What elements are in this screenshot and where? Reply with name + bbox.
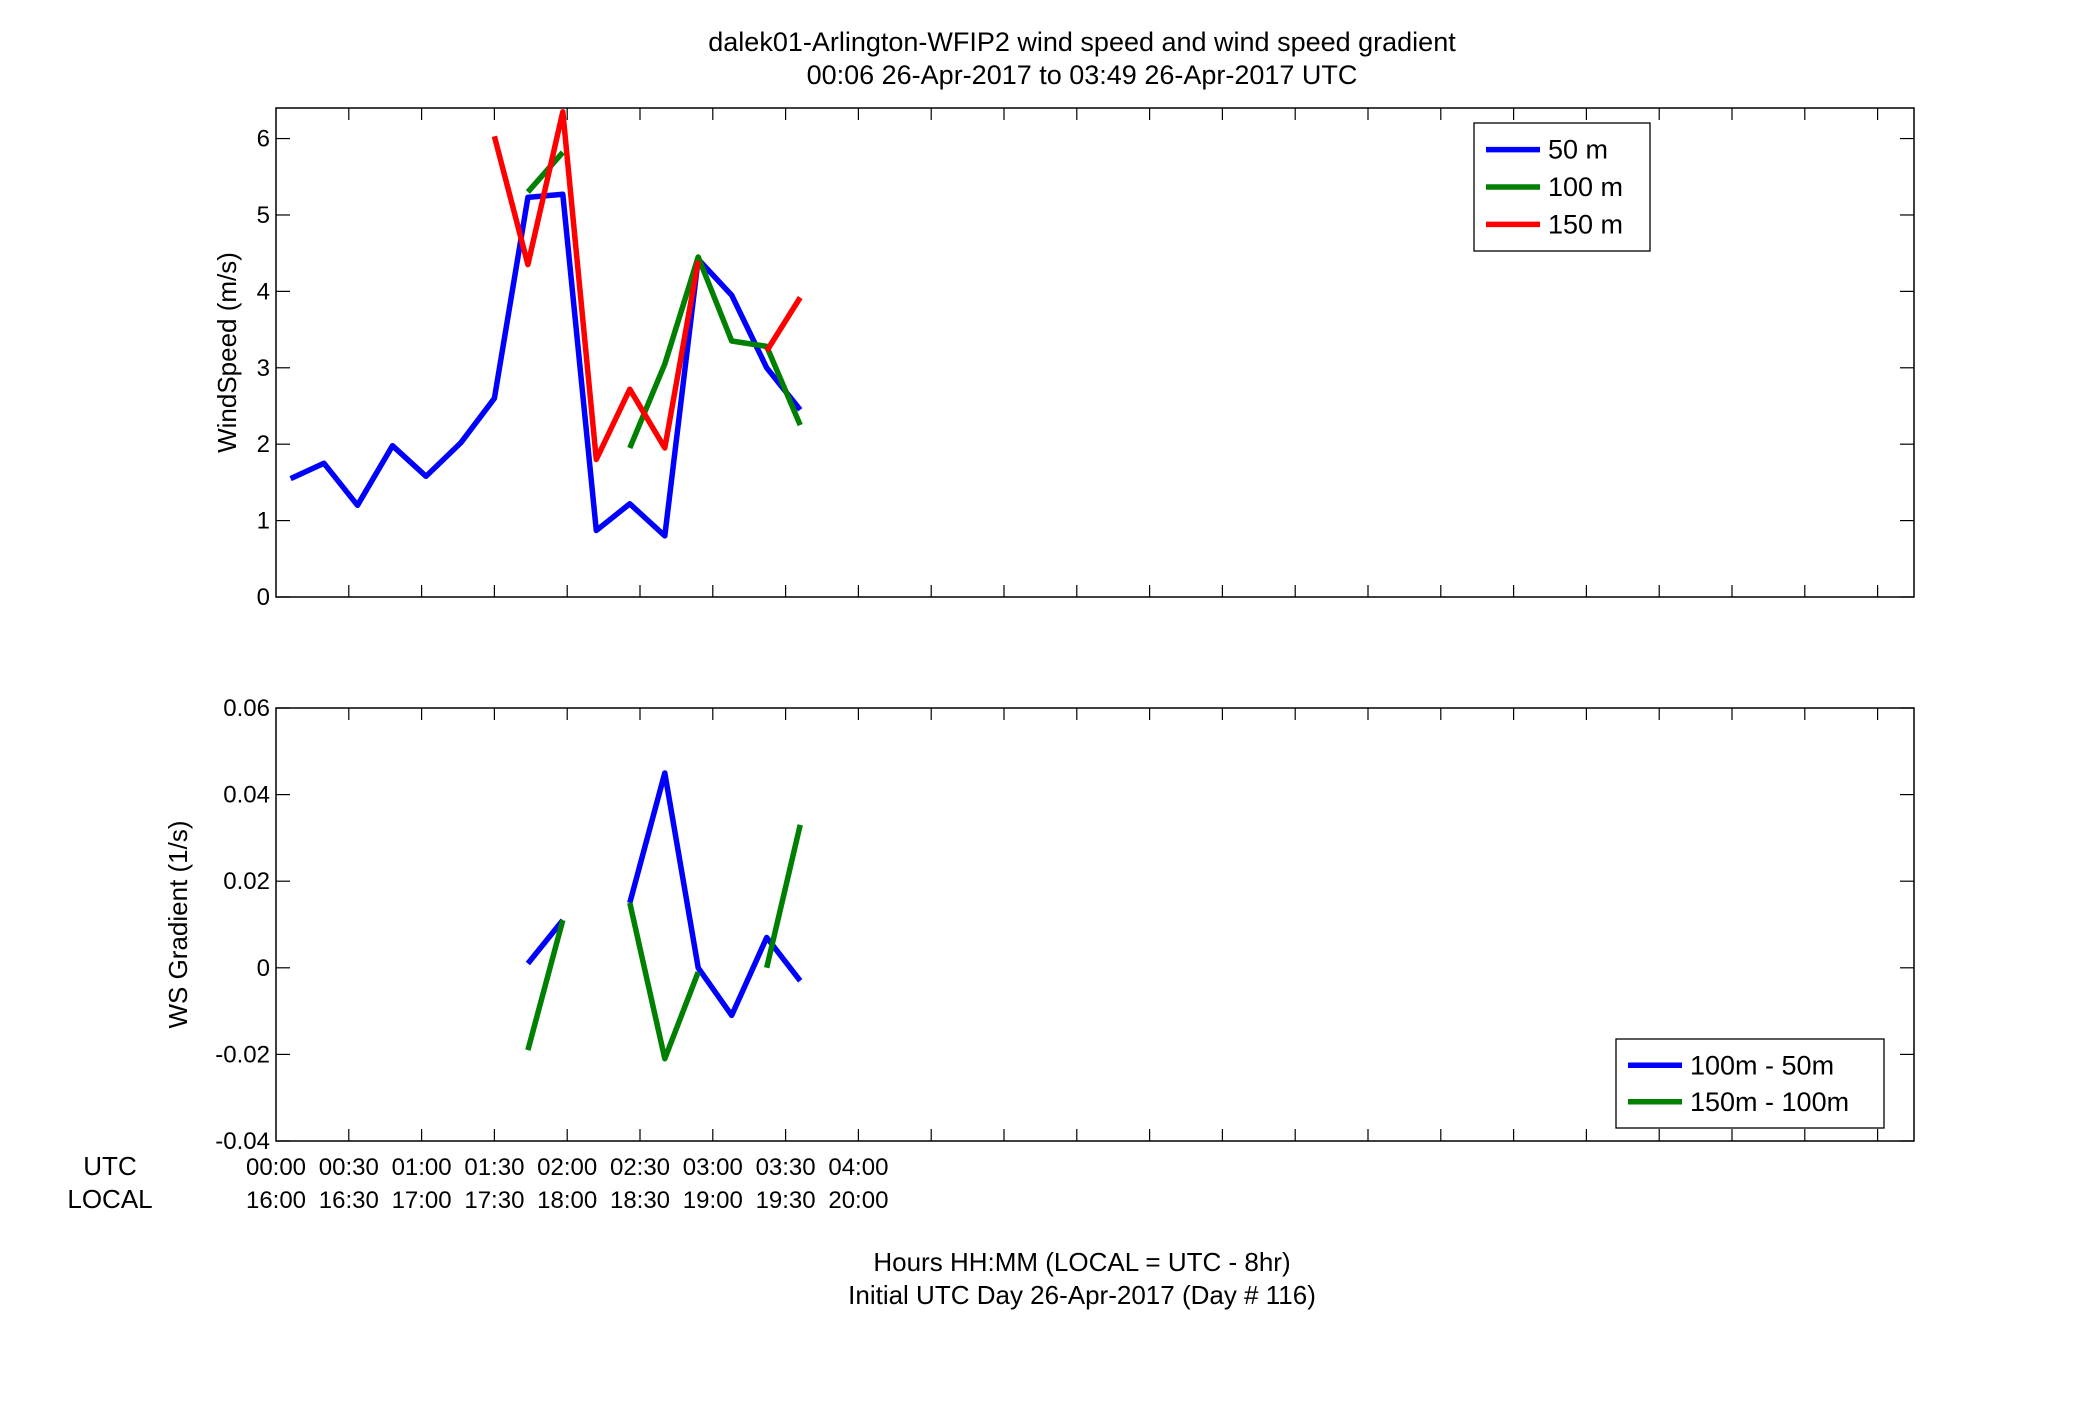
windspeed-panel: 0 1 2 3 4 5 6 WindSpeed (m/s) 50 m 100 m 150 m xyxy=(212,107,1915,611)
plot-frame xyxy=(275,707,1915,1142)
chart-title-line1: dalek01-Arlington-WFIP2 wind speed and w… xyxy=(708,27,1456,57)
y-tick-label: 2 xyxy=(257,431,270,458)
utc-tick-label: 02:30 xyxy=(610,1154,670,1181)
y-tick-label: 0 xyxy=(257,955,270,982)
utc-tick-label: 01:00 xyxy=(392,1154,452,1181)
utc-tick-label: 03:00 xyxy=(683,1154,743,1181)
local-tick-label: 18:00 xyxy=(537,1187,597,1214)
series-line xyxy=(491,109,701,463)
y-tick-label: 0 xyxy=(257,584,270,611)
series-line xyxy=(627,902,701,1062)
local-tick-label: 17:00 xyxy=(392,1187,452,1214)
series-line xyxy=(627,254,803,450)
y-tick-label: 1 xyxy=(257,508,270,535)
chart-title-line2: 00:06 26-Apr-2017 to 03:49 26-Apr-2017 U… xyxy=(807,60,1358,90)
time-tick-labels: 00:00 00:30 01:00 01:30 02:00 02:30 03:00 03:30… xyxy=(246,1154,888,1214)
gradient-panel: -0.04 -0.02 0 0.02 0.04 0.06 WS Gradient (1/s)… xyxy=(163,695,1915,1155)
y-tick-label: 5 xyxy=(257,202,270,229)
local-tick-label: 17:30 xyxy=(464,1187,524,1214)
y-tick-label: 0.04 xyxy=(223,782,270,809)
local-tick-label: 16:00 xyxy=(246,1187,306,1214)
x-axis-label-line1: Hours HH:MM (LOCAL = UTC - 8hr) xyxy=(873,1247,1290,1277)
utc-tick-label: 03:30 xyxy=(756,1154,816,1181)
local-row-label: LOCAL xyxy=(67,1184,152,1214)
series-line xyxy=(764,296,803,353)
y-axis-label: WindSpeed (m/s) xyxy=(212,252,242,453)
y-tick-label: 6 xyxy=(257,126,270,153)
plot-frame xyxy=(275,107,1915,598)
legend-label: 50 m xyxy=(1548,135,1608,165)
y-tick-label: -0.04 xyxy=(215,1128,270,1155)
local-tick-label: 18:30 xyxy=(610,1187,670,1214)
y-axis-label: WS Gradient (1/s) xyxy=(163,820,193,1028)
series-line xyxy=(525,918,565,966)
legend-label: 100 m xyxy=(1548,172,1623,202)
series-line xyxy=(525,919,566,1051)
series-line xyxy=(764,824,803,969)
x-axis-label-line2: Initial UTC Day 26-Apr-2017 (Day # 116) xyxy=(848,1280,1316,1310)
y-tick-label: 4 xyxy=(257,278,270,305)
y-tick-label: 0.02 xyxy=(223,868,270,895)
local-tick-label: 20:00 xyxy=(828,1187,888,1214)
local-tick-label: 19:00 xyxy=(683,1187,743,1214)
local-tick-label: 16:30 xyxy=(319,1187,379,1214)
utc-tick-label: 00:00 xyxy=(246,1154,306,1181)
legend-label: 150m - 100m xyxy=(1690,1087,1849,1117)
utc-tick-label: 01:30 xyxy=(464,1154,524,1181)
y-tick-label: 0.06 xyxy=(223,695,270,722)
utc-tick-label: 00:30 xyxy=(319,1154,379,1181)
series-line xyxy=(525,150,565,194)
y-tick-label: -0.02 xyxy=(215,1041,270,1068)
utc-row-label: UTC xyxy=(83,1151,136,1181)
legend-box xyxy=(1615,1038,1885,1129)
legend-label: 150 m xyxy=(1548,209,1623,239)
local-tick-label: 19:30 xyxy=(756,1187,816,1214)
utc-tick-label: 04:00 xyxy=(828,1154,888,1181)
series-line xyxy=(289,191,803,539)
y-tick-label: 3 xyxy=(257,355,270,382)
legend-label: 100m - 50m xyxy=(1690,1050,1834,1080)
series-line xyxy=(627,770,803,1019)
utc-tick-label: 02:00 xyxy=(537,1154,597,1181)
